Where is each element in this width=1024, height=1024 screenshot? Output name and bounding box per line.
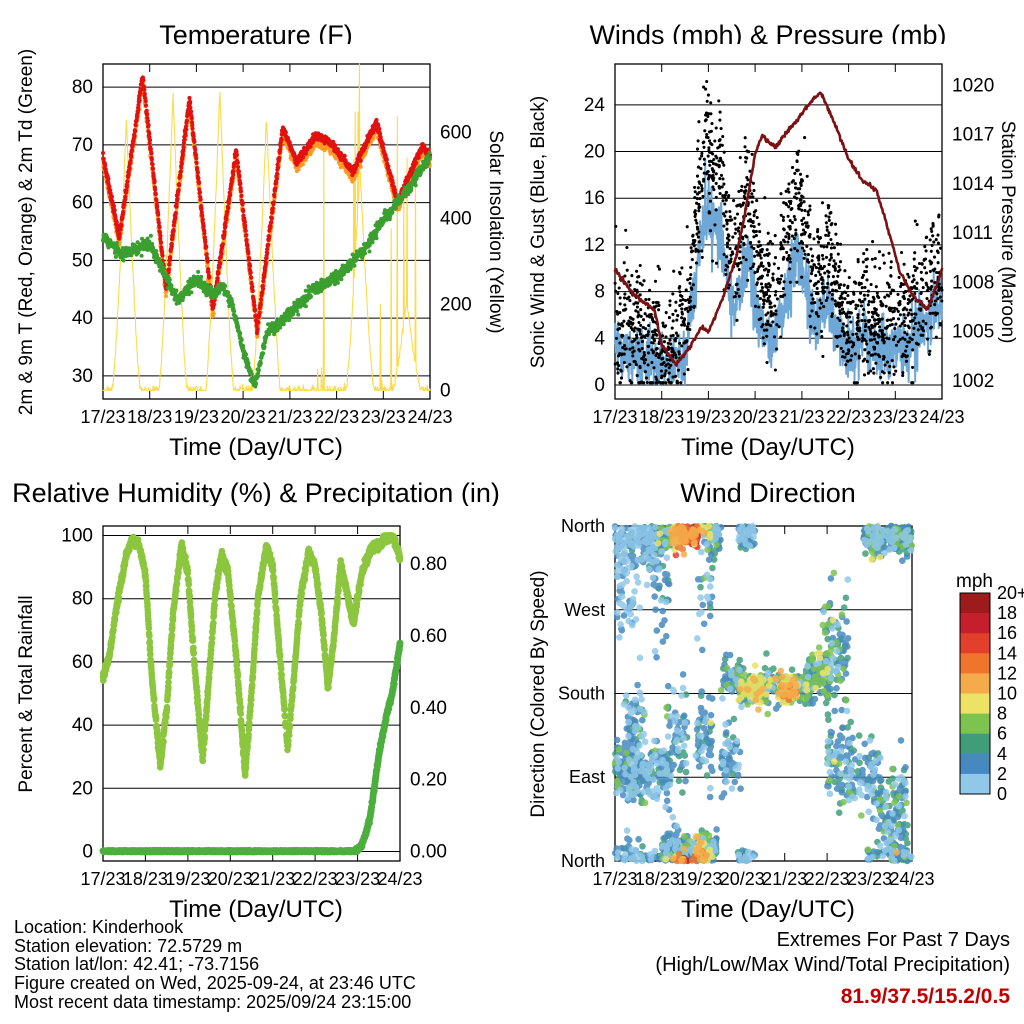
svg-text:24/23: 24/23 [377,869,422,889]
svg-text:22/23: 22/23 [826,407,871,427]
svg-text:0: 0 [440,380,451,401]
svg-text:22/23: 22/23 [805,869,850,889]
svg-text:1011: 1011 [952,223,993,244]
svg-text:24/23: 24/23 [407,407,452,427]
svg-text:21/23: 21/23 [762,869,807,889]
svg-text:West: West [564,600,605,620]
svg-text:0: 0 [82,842,93,863]
svg-text:70: 70 [72,135,93,156]
svg-text:South: South [558,684,605,704]
svg-text:16: 16 [997,623,1017,643]
svg-text:4: 4 [594,328,605,349]
svg-text:20: 20 [72,778,93,799]
svg-text:1014: 1014 [952,174,995,195]
svg-text:23/23: 23/23 [335,869,380,889]
svg-text:mph: mph [956,571,993,592]
svg-text:21/23: 21/23 [779,407,824,427]
svg-text:19/23: 19/23 [174,407,219,427]
svg-text:50: 50 [72,250,93,271]
svg-text:22/23: 22/23 [314,407,359,427]
svg-text:0.40: 0.40 [410,698,447,719]
svg-text:24: 24 [584,95,606,116]
svg-text:60: 60 [72,193,93,214]
svg-text:600: 600 [440,123,472,144]
svg-text:18/23: 18/23 [123,869,168,889]
svg-text:80: 80 [72,77,93,98]
svg-text:1020: 1020 [952,75,994,96]
svg-text:12: 12 [997,663,1017,683]
svg-text:18/23: 18/23 [639,407,684,427]
svg-text:14: 14 [997,643,1017,663]
svg-text:10: 10 [997,684,1017,704]
svg-text:20+: 20+ [997,583,1024,603]
svg-text:20/23: 20/23 [720,869,765,889]
svg-text:40: 40 [72,715,93,736]
svg-text:North: North [561,516,605,536]
svg-text:1002: 1002 [952,371,994,392]
svg-text:100: 100 [61,526,93,547]
svg-text:0.80: 0.80 [410,554,447,575]
svg-text:4: 4 [997,744,1007,764]
svg-text:12: 12 [584,235,605,256]
svg-text:18/23: 18/23 [127,407,172,427]
svg-text:23/23: 23/23 [361,407,406,427]
svg-text:30: 30 [72,366,93,387]
svg-text:19/23: 19/23 [165,869,210,889]
svg-text:19/23: 19/23 [686,407,731,427]
svg-text:18/23: 18/23 [635,869,680,889]
svg-text:0.20: 0.20 [410,770,447,791]
svg-text:North: North [561,851,605,871]
svg-text:24/23: 24/23 [919,407,964,427]
svg-text:17/23: 17/23 [592,869,637,889]
svg-text:18: 18 [997,603,1017,623]
svg-text:8: 8 [594,282,605,303]
svg-text:40: 40 [72,308,93,329]
svg-text:1005: 1005 [952,322,994,343]
svg-text:East: East [569,767,605,787]
svg-text:2: 2 [997,764,1007,784]
svg-text:1017: 1017 [952,125,994,146]
svg-text:20/23: 20/23 [733,407,778,427]
svg-text:0: 0 [997,784,1007,804]
svg-text:21/23: 21/23 [267,407,312,427]
svg-text:1008: 1008 [952,272,994,293]
svg-text:80: 80 [72,589,93,610]
svg-text:16: 16 [584,188,605,209]
svg-text:0: 0 [594,375,605,396]
svg-text:17/23: 17/23 [80,407,125,427]
svg-text:19/23: 19/23 [677,869,722,889]
svg-text:200: 200 [440,295,472,316]
svg-text:8: 8 [997,704,1007,724]
svg-text:60: 60 [72,652,93,673]
svg-text:24/23: 24/23 [889,869,934,889]
svg-text:21/23: 21/23 [250,869,295,889]
svg-text:0.60: 0.60 [410,626,447,647]
svg-text:20: 20 [584,142,605,163]
svg-text:6: 6 [997,724,1007,744]
svg-text:23/23: 23/23 [847,869,892,889]
svg-text:17/23: 17/23 [592,407,637,427]
svg-text:22/23: 22/23 [293,869,338,889]
svg-text:23/23: 23/23 [873,407,918,427]
svg-text:17/23: 17/23 [80,869,125,889]
svg-text:400: 400 [440,209,472,230]
svg-text:20/23: 20/23 [221,407,266,427]
svg-text:20/23: 20/23 [208,869,253,889]
svg-text:0.00: 0.00 [410,842,447,863]
